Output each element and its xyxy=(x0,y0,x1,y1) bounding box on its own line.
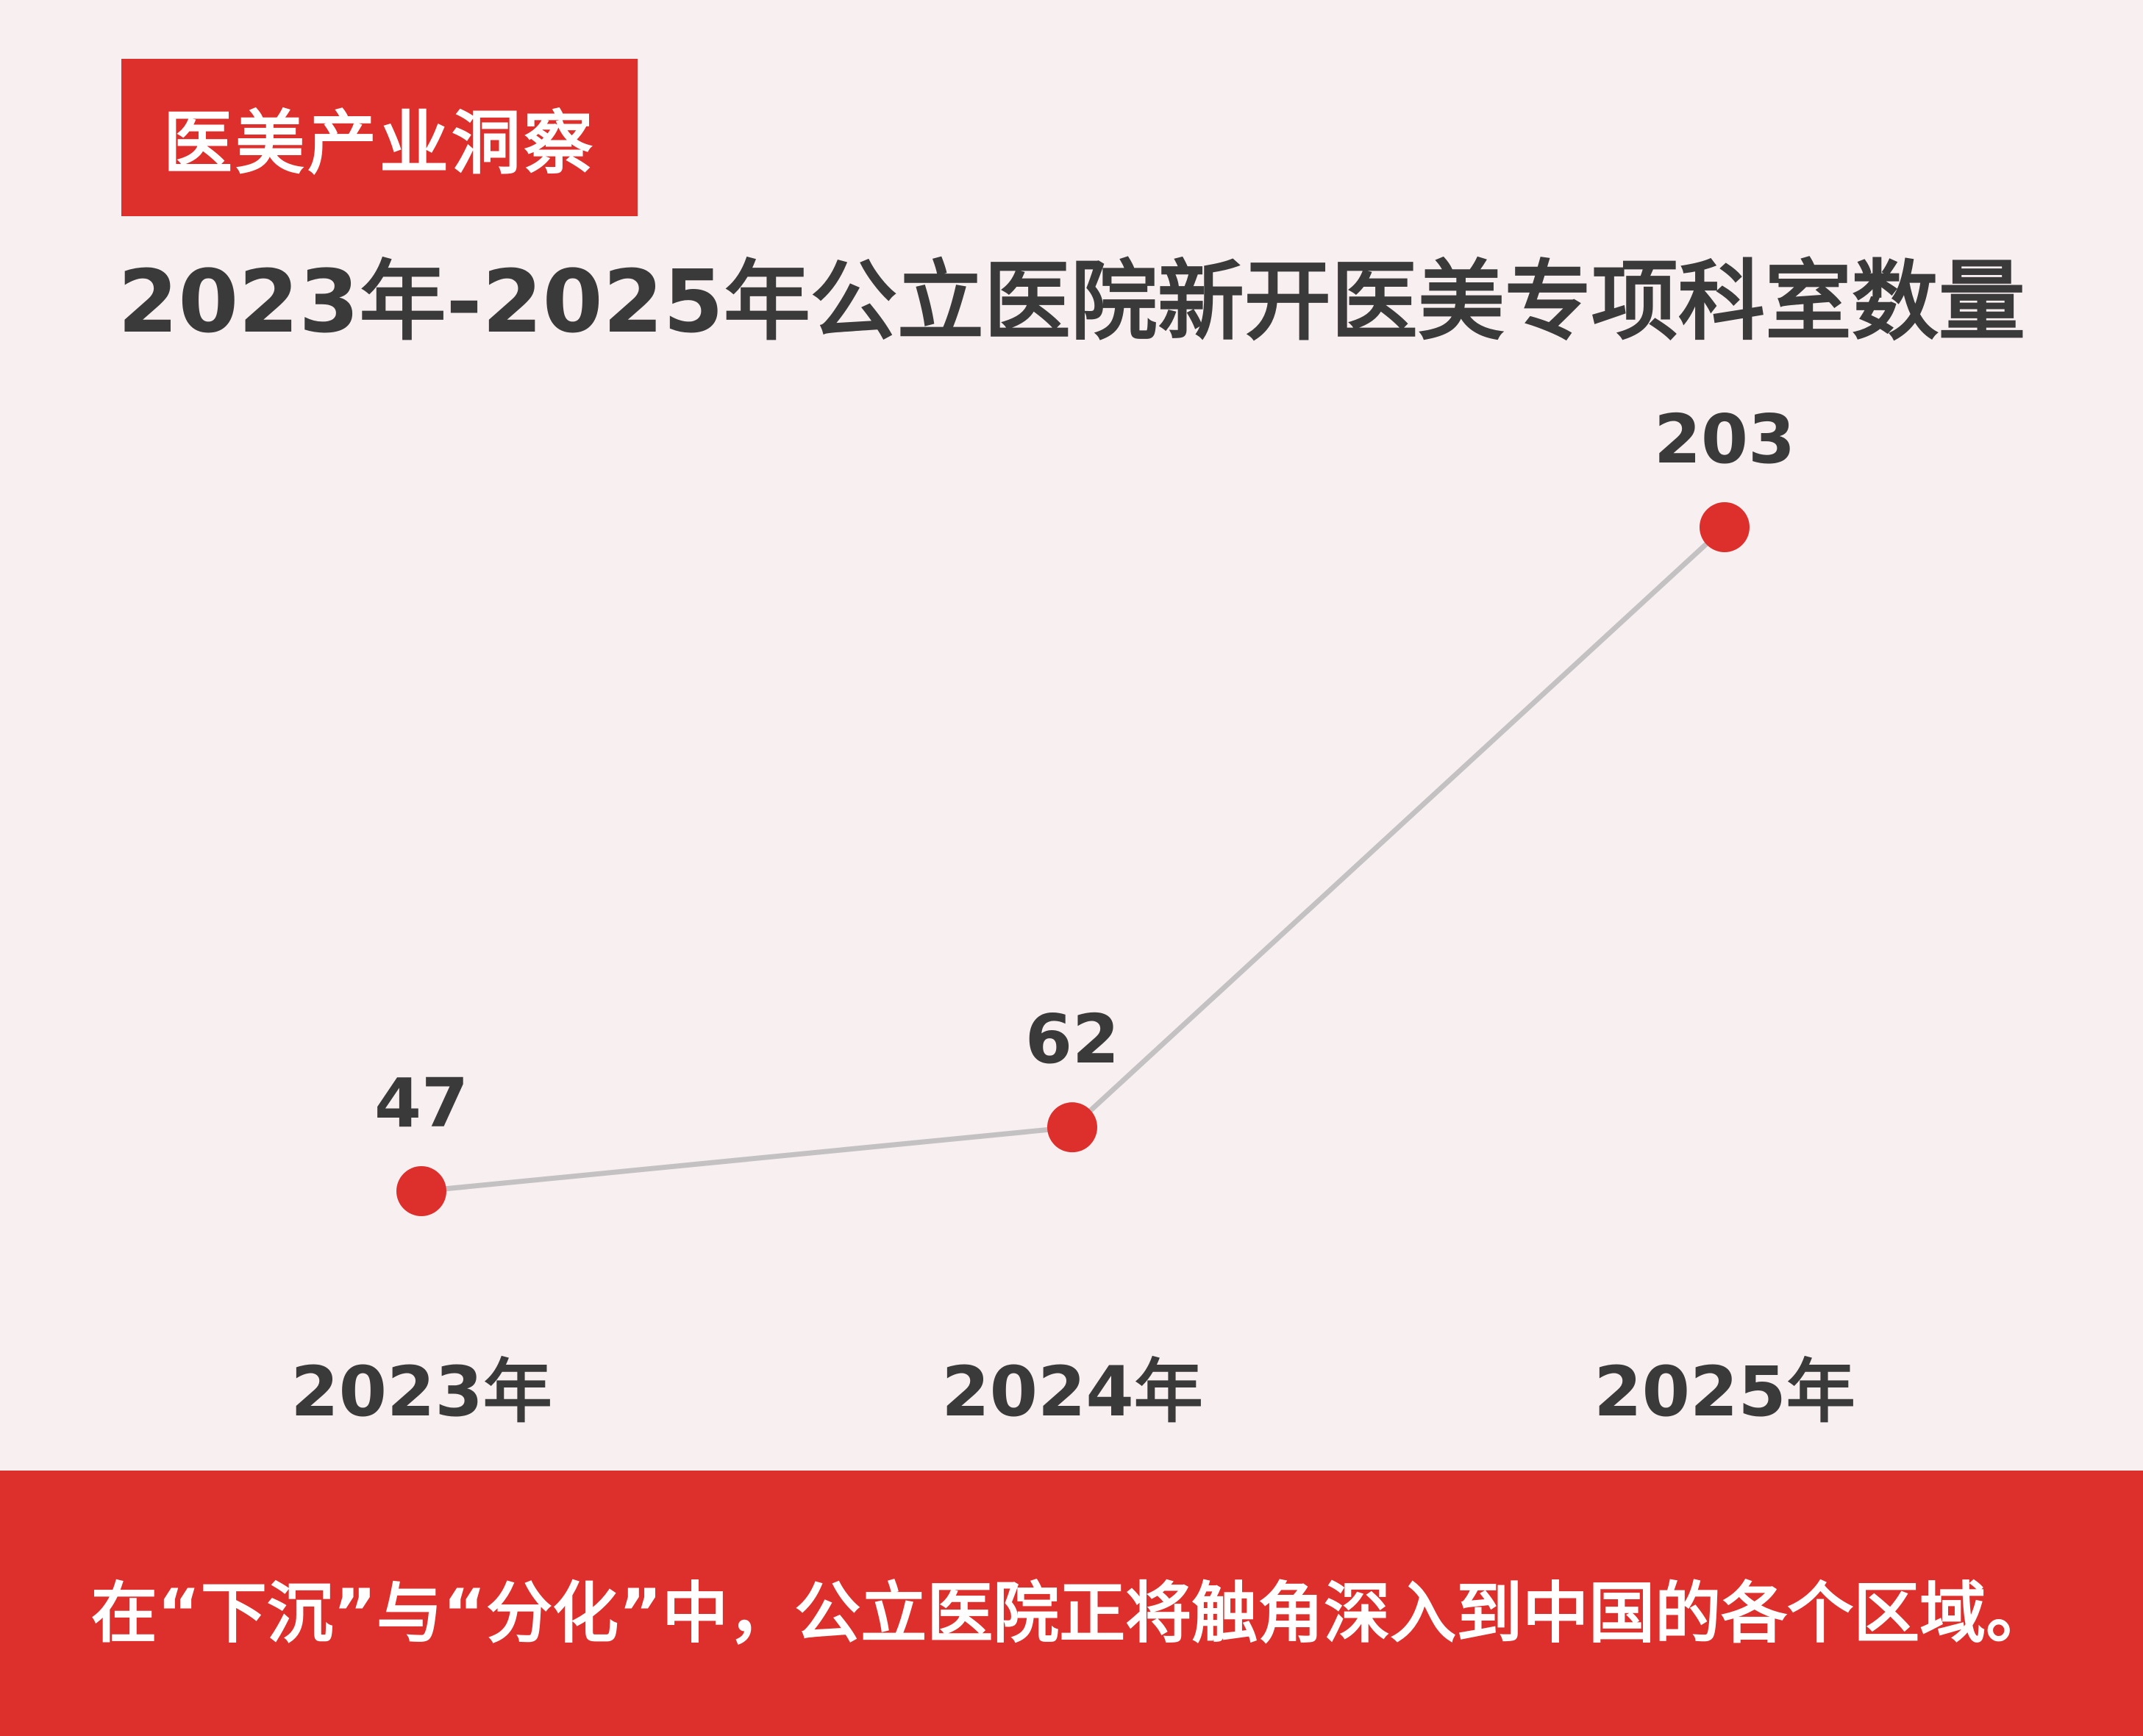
data-point xyxy=(1700,502,1750,552)
x-tick-label: 2024年 xyxy=(941,1352,1203,1432)
x-tick-label: 2025年 xyxy=(1594,1352,1855,1432)
series-line-layer xyxy=(418,524,1727,1194)
section-tag: 医美产业洞察 xyxy=(121,59,638,216)
footer-banner xyxy=(0,1471,2143,1736)
data-label: 47 xyxy=(374,1064,468,1143)
data-points-layer xyxy=(396,502,1750,1216)
series-line-segment xyxy=(418,1124,1075,1194)
data-point xyxy=(396,1166,446,1216)
x-tick-label: 2023年 xyxy=(290,1352,552,1432)
x-axis-ticks: 2023年 2024年 2025年 xyxy=(290,1352,1855,1432)
series-line-segment xyxy=(1069,524,1727,1130)
data-point xyxy=(1047,1102,1097,1153)
data-label: 203 xyxy=(1654,400,1795,479)
footer-text: 在“下沉”与“分化”中，公立医院正将触角深入到中国的各个区域。 xyxy=(90,1575,2053,1652)
data-labels-layer: 47 62 203 xyxy=(374,400,1795,1143)
chart-title: 2023年-2025年公立医院新开医美专项科室数量 xyxy=(118,251,2025,352)
data-label: 62 xyxy=(1025,1000,1119,1079)
section-tag-label: 医美产业洞察 xyxy=(163,104,596,184)
